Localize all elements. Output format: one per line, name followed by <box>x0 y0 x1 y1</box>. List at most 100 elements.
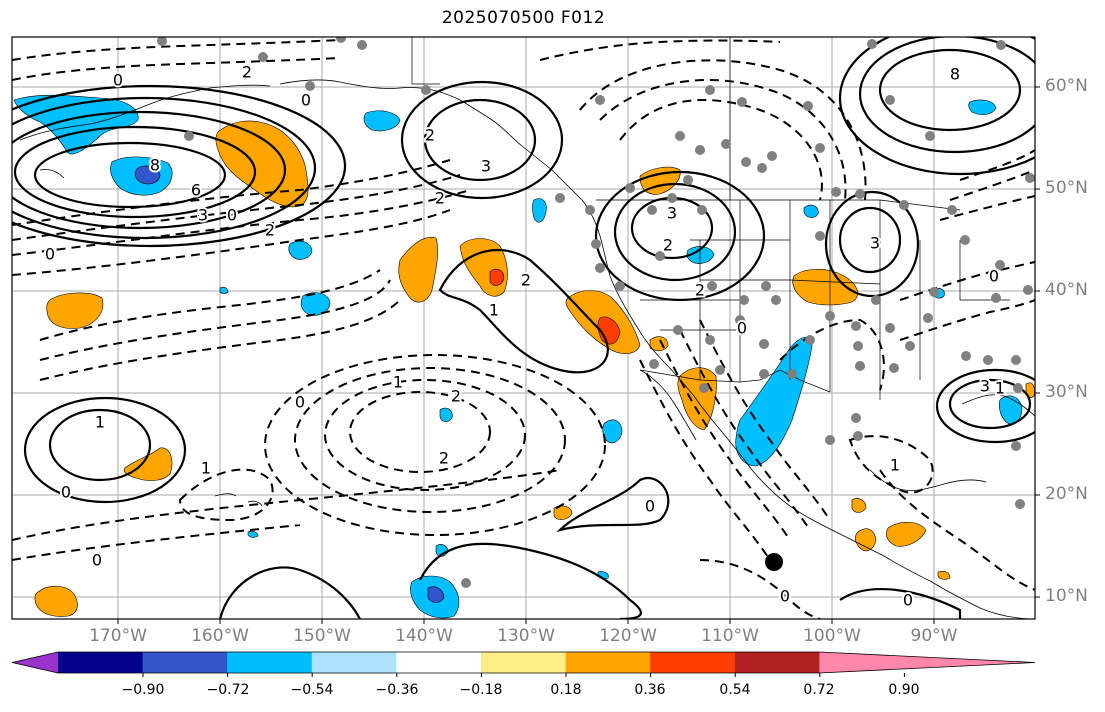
longitude-ticks <box>117 619 935 624</box>
colorbar-tick-label: 0.36 <box>634 682 666 698</box>
longitude-label: 100°W <box>803 626 861 646</box>
contour-label: 3 <box>980 377 990 396</box>
latitude-label: 50°N <box>1045 178 1088 198</box>
map-title: 2025070500 F012 <box>441 8 606 28</box>
positive-anomaly-patch <box>34 585 78 617</box>
map-panel <box>12 37 1035 619</box>
colorbar-extend-low <box>12 652 58 673</box>
colorbar-tick-label: −0.36 <box>375 682 419 698</box>
contour-label: 0 <box>301 91 311 110</box>
negative-anomaly-patch <box>532 198 547 223</box>
colorbar-tick-label: −0.54 <box>290 682 334 698</box>
contour-label: 2 <box>451 387 461 406</box>
negative-anomaly-patch <box>288 240 313 260</box>
latitude-label: 60°N <box>1045 76 1088 96</box>
colorbar-extend-high <box>819 652 1035 673</box>
positive-anomaly-patch <box>649 336 669 352</box>
contour-label: 2 <box>242 63 252 82</box>
colorbar-segment <box>311 652 397 673</box>
positive-anomaly-patch <box>123 447 173 481</box>
colorbar-tick-label: 0.18 <box>550 682 582 698</box>
contour-label: 0 <box>780 587 790 606</box>
positive-anomaly-patch <box>46 292 104 329</box>
positive-anomaly-patch <box>854 528 877 552</box>
contour-label: 0 <box>737 319 747 338</box>
contour-label: 3 <box>870 234 880 253</box>
longitude-label: 90°W <box>910 626 958 646</box>
contour-label: 0 <box>227 206 237 225</box>
contour-label: 2 <box>439 449 449 468</box>
colorbar-segment <box>58 652 144 673</box>
strong-negative-patch <box>427 586 445 603</box>
contour-label: 1 <box>201 459 211 478</box>
colorbar-tick-label: −0.18 <box>459 682 503 698</box>
positive-anomaly-patch <box>677 367 717 431</box>
contour-label: 1 <box>393 373 403 392</box>
anomaly-fills <box>13 94 1035 619</box>
contour-label: 2 <box>265 221 275 240</box>
colorbar-segment <box>396 652 482 673</box>
longitude-label: 170°W <box>89 626 147 646</box>
negative-anomaly-patch <box>602 419 623 444</box>
contour-label: 8 <box>950 65 960 84</box>
contour-label: 1 <box>489 301 499 320</box>
colorbar-segment <box>227 652 313 673</box>
latitude-label: 30°N <box>1045 382 1088 402</box>
longitude-label: 110°W <box>701 626 759 646</box>
colorbar-segment <box>650 652 736 673</box>
contour-label: 0 <box>989 267 999 286</box>
contour-label: 0 <box>295 393 305 412</box>
colorbar-tick-label: 0.90 <box>888 682 920 698</box>
longitude-label: 160°W <box>191 626 249 646</box>
contour-label: 3 <box>481 157 491 176</box>
positive-anomaly-patch <box>886 521 927 547</box>
colorbar-segment <box>734 652 820 673</box>
contour-label: 2 <box>449 389 459 408</box>
latitude-label: 10°N <box>1045 586 1088 606</box>
contour-label: 0 <box>45 245 55 264</box>
contour-label: 3 <box>198 206 208 225</box>
longitude-label: 130°W <box>497 626 555 646</box>
strong-positive-patch <box>489 268 505 286</box>
longitude-label: 120°W <box>599 626 657 646</box>
positive-anomaly-patch <box>851 498 867 513</box>
contour-label: 2 <box>663 236 673 255</box>
contour-label: 2 <box>435 189 445 208</box>
negative-anomaly-patch <box>219 286 229 294</box>
station-markers <box>157 37 1035 588</box>
coastlines <box>19 79 1035 619</box>
contour-label: 0 <box>92 551 102 570</box>
colorbar-segment <box>142 652 228 673</box>
colorbar-outline <box>11 651 1036 674</box>
contour-label: 1 <box>95 413 105 432</box>
longitude-label: 140°W <box>395 626 453 646</box>
colorbar-segment <box>565 652 651 673</box>
contour-label: 8 <box>150 156 160 175</box>
colorbar-segment <box>481 652 567 673</box>
dashed-contours <box>12 39 1035 619</box>
positive-anomaly-patch <box>792 268 858 306</box>
colorbar <box>11 651 1036 677</box>
colorbar-tick-label: −0.90 <box>121 682 165 698</box>
contour-label: 2 <box>695 281 705 300</box>
latitude-label: 20°N <box>1045 484 1088 504</box>
contour-label: 0 <box>61 483 71 502</box>
negative-anomaly-patch <box>439 407 453 422</box>
contour-label: 2 <box>425 126 435 145</box>
contour-label: 1 <box>995 379 1005 398</box>
contour-label: 1 <box>890 456 900 475</box>
strong-negative-patch <box>134 165 161 185</box>
negative-anomaly-patch <box>803 204 819 218</box>
colorbar-tick-label: 0.54 <box>719 682 751 698</box>
negative-anomaly-patch <box>247 530 259 538</box>
latitude-ticks <box>1035 86 1040 598</box>
negative-anomaly-patch <box>13 94 139 155</box>
solid-contours <box>12 37 1035 619</box>
map-frame <box>11 36 1036 620</box>
contour-label: 0 <box>113 71 123 90</box>
colorbar-tick-label: −0.72 <box>206 682 250 698</box>
negative-anomaly-patch <box>968 99 997 115</box>
positive-anomaly-patch <box>398 236 438 303</box>
contour-label: 0 <box>903 591 913 610</box>
